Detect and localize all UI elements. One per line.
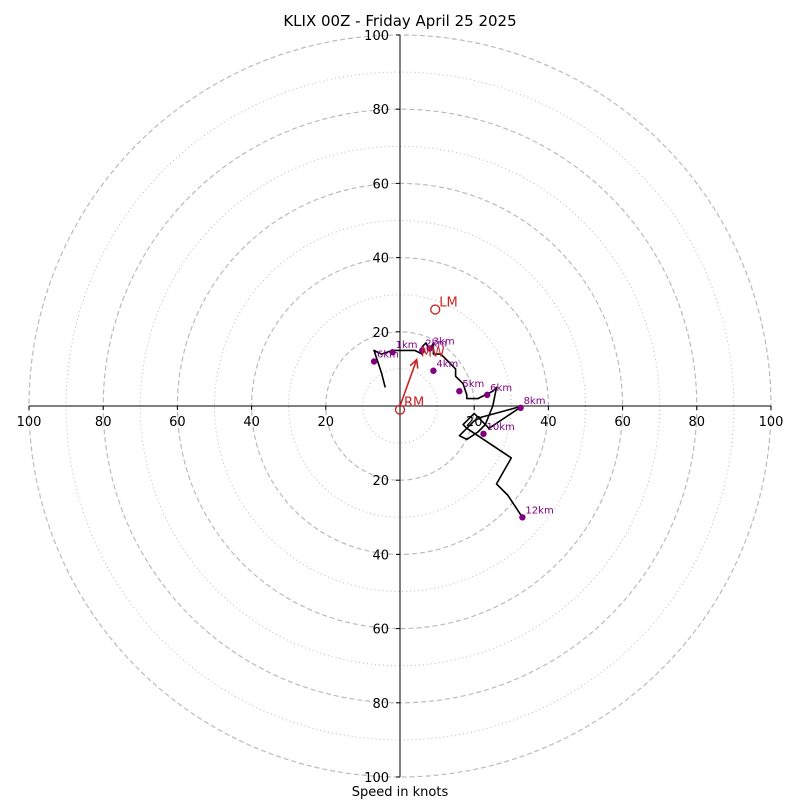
storm-motion-label: RM [404, 396, 424, 411]
height-marker-label: 1km [396, 340, 418, 351]
height-marker-label: 12km [525, 505, 553, 516]
x-tick-label: 100 [17, 415, 42, 430]
storm-motion-label: MW [421, 346, 445, 361]
chart-title: KLIX 00Z - Friday April 25 2025 [283, 12, 516, 30]
y-tick-label: 100 [364, 29, 389, 44]
x-tick-label: 40 [540, 415, 557, 430]
x-tick-label: 40 [243, 415, 260, 430]
tick-labels: 100 80 60 40 20 20 40 60 80 100100806040202040608… [17, 29, 784, 786]
storm-motion-label: LM [439, 296, 457, 311]
height-marker-label: 4km [436, 359, 458, 370]
height-marker-point [456, 387, 463, 395]
height-marker-point [430, 367, 437, 374]
x-tick-label: 100 [759, 415, 784, 430]
x-tick-label: 60 [169, 415, 186, 430]
storm-motion-point [430, 304, 441, 315]
x-tick-label: 60 [614, 415, 631, 430]
height-marker-point [370, 358, 378, 365]
height-marker-label: 8km [524, 396, 546, 407]
y-tick-label: 60 [372, 177, 389, 192]
y-tick-label: 20 [372, 326, 389, 341]
x-axis-label: Speed in knots [352, 785, 449, 800]
height-marker-point [483, 391, 491, 399]
height-marker-label: 3km [433, 336, 455, 347]
height-marker-label: 6km [377, 349, 399, 360]
y-tick-label: 40 [372, 252, 389, 267]
height-marker-label: 10km [486, 422, 514, 433]
height-marker-label: 5km [462, 379, 484, 390]
height-marker-point [519, 514, 526, 521]
x-tick-label: 20 [318, 415, 335, 430]
y-tick-label: 80 [372, 697, 389, 712]
y-tick-label: 40 [372, 548, 389, 563]
height-marker-label: 2km [425, 338, 447, 349]
mean-wind-arrowhead [409, 357, 419, 369]
y-tick-label: 60 [372, 623, 389, 638]
height-marker-point [480, 430, 487, 438]
height-marker-point [517, 404, 524, 412]
height-marker-point [389, 349, 396, 356]
y-tick-label: 100 [364, 771, 389, 786]
y-tick-label: 20 [372, 474, 389, 489]
storm-motion-markers: LM RM MW [394, 296, 458, 415]
height-marker-point [426, 345, 433, 352]
storm-motion-point [394, 404, 406, 415]
x-tick-label: 80 [95, 415, 112, 430]
mean-wind-vector [399, 359, 418, 407]
height-marker-label: 6km [490, 383, 512, 394]
x-tick-label: 80 [689, 415, 706, 430]
y-tick-label: 80 [372, 103, 389, 118]
height-marker-point [419, 347, 426, 354]
